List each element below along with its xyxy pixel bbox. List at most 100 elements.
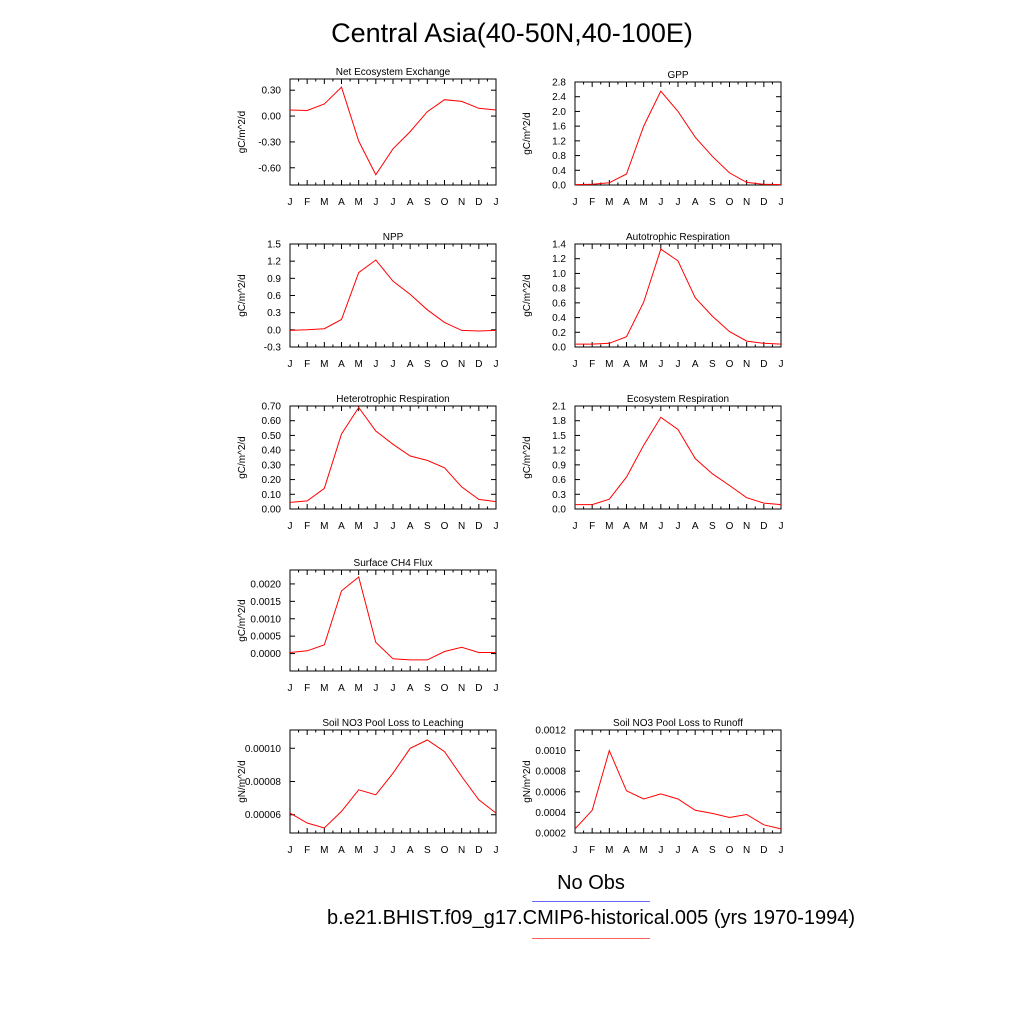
- panel-4-ytick-label: 0.2: [552, 328, 566, 339]
- panel-4-xtick-label: O: [726, 359, 734, 370]
- panel-2-xtick-label: F: [589, 197, 595, 208]
- legend-obs-line: [532, 901, 650, 902]
- panel-3-xtick-label: N: [458, 359, 465, 370]
- panel-6-ytick-label: 1.2: [552, 446, 566, 457]
- panel-4-ylabel: gC/m^2/d: [522, 274, 533, 317]
- panel-2-ylabel: gC/m^2/d: [522, 112, 533, 155]
- panel-5-ytick-label: 0.00: [262, 505, 282, 516]
- panel-2-ytick-label: 2.0: [552, 107, 566, 118]
- panel-4-xtick-label: F: [589, 359, 595, 370]
- panel-5-frame: [289, 405, 497, 510]
- panel-5-ytick-label: 0.20: [262, 475, 282, 486]
- panel-6-ytick-label: 0.3: [552, 490, 566, 501]
- panel-6-series-line: [575, 416, 782, 506]
- legend-model-label: b.e21.BHIST.f09_g17.CMIP6-historical.005…: [326, 907, 856, 929]
- panel-2-xtick-label: M: [639, 197, 647, 208]
- panel-7-ytick-label: 0.0010: [250, 614, 281, 625]
- panel-3-ytick-label: -0.3: [264, 343, 282, 354]
- legend-obs-label: No Obs: [557, 872, 625, 894]
- panel-4-xtick-label: S: [709, 359, 716, 370]
- panel-3-ytick-label: 1.5: [267, 240, 281, 251]
- panel-2-frame: [574, 81, 782, 186]
- panel-9-frame: [574, 729, 782, 834]
- panel-8-xtick-label: J: [373, 845, 378, 856]
- panel-1-xtick-label: M: [320, 197, 328, 208]
- panel-7-frame: [289, 569, 497, 672]
- panel-7-xtick-label: A: [407, 683, 414, 694]
- panel-1-title: Net Ecosystem Exchange: [336, 67, 451, 78]
- panel-4-ytick-label: 1.2: [552, 254, 566, 265]
- panel-9-xtick-label: S: [709, 845, 716, 856]
- panel-5-xtick-label: O: [441, 521, 449, 532]
- panel-8-xtick-label: F: [304, 845, 310, 856]
- panel-7-ytick-label: 0.0005: [250, 632, 281, 643]
- panel-3-title: NPP: [383, 232, 404, 243]
- panel-6-xtick-label: A: [623, 521, 630, 532]
- panel-9-xtick-label: M: [639, 845, 647, 856]
- panel-3-ytick-label: 0.0: [267, 325, 281, 336]
- panel-5-ytick-label: 0.60: [262, 416, 282, 427]
- panel-7-ytick-label: 0.0015: [250, 597, 281, 608]
- panel-6-ytick-label: 2.1: [552, 402, 566, 413]
- panel-1-ytick-label: -0.60: [258, 163, 281, 174]
- panel-2-title: GPP: [667, 70, 688, 81]
- panel-2-xtick-label: J: [658, 197, 663, 208]
- panel-3-xtick-label: J: [288, 359, 293, 370]
- panel-3-xtick-label: J: [391, 359, 396, 370]
- panel-6-xtick-label: D: [760, 521, 767, 532]
- panel-1-xtick-label: J: [494, 197, 499, 208]
- panel-5-ytick-label: 0.10: [262, 490, 282, 501]
- panel-8-ylabel: gN/m^2/d: [237, 760, 248, 803]
- panel-9-xtick-label: M: [605, 845, 613, 856]
- panel-6-ytick-label: 1.8: [552, 416, 566, 427]
- panel-4-xtick-label: M: [639, 359, 647, 370]
- panel-5-title: Heterotrophic Respiration: [336, 394, 449, 405]
- panel-5-xtick-label: A: [407, 521, 414, 532]
- panel-6-xtick-label: A: [692, 521, 699, 532]
- panel-7-series-line: [289, 576, 496, 661]
- panel-8-xtick-label: J: [288, 845, 293, 856]
- panel-9-xtick-label: F: [589, 845, 595, 856]
- panel-7-xtick-label: J: [373, 683, 378, 694]
- panel-9-xtick-label: J: [779, 845, 784, 856]
- panel-8-xtick-label: J: [391, 845, 396, 856]
- panel-4-ytick-label: 0.8: [552, 284, 566, 295]
- panel-7-xtick-label: F: [304, 683, 310, 694]
- panel-4-series-line: [575, 248, 782, 345]
- panel-2-xtick-label: N: [743, 197, 750, 208]
- panel-3-ytick-label: 0.6: [267, 291, 281, 302]
- panel-5-xtick-label: J: [494, 521, 499, 532]
- panel-9-ytick-label: 0.0006: [535, 787, 566, 798]
- panel-8-xtick-label: O: [441, 845, 449, 856]
- panel-4-ytick-label: 1.4: [552, 240, 566, 251]
- panel-5-xtick-label: D: [475, 521, 482, 532]
- panel-2-ytick-label: 2.4: [552, 92, 566, 103]
- panel-7-ytick-label: 0.0020: [250, 579, 281, 590]
- panel-2-ytick-label: 1.2: [552, 136, 566, 147]
- panel-9-xtick-label: J: [573, 845, 578, 856]
- panel-9-series-line: [574, 749, 782, 830]
- panel-3-xtick-label: M: [320, 359, 328, 370]
- panel-1-ytick-label: -0.30: [258, 137, 281, 148]
- panel-7-xtick-label: S: [424, 683, 431, 694]
- panel-8-xtick-label: J: [494, 845, 499, 856]
- panel-1-xtick-label: J: [391, 197, 396, 208]
- panel-1-xtick-label: M: [354, 197, 362, 208]
- page-title: Central Asia(40-50N,40-100E): [331, 18, 693, 48]
- panel-8-xtick-label: N: [458, 845, 465, 856]
- panel-1-xtick-label: N: [458, 197, 465, 208]
- panel-6-xtick-label: N: [743, 521, 750, 532]
- panel-6-ylabel: gC/m^2/d: [522, 436, 533, 479]
- panel-2-ytick-label: 0.8: [552, 151, 566, 162]
- panel-7-xtick-label: M: [320, 683, 328, 694]
- panel-2-series-line: [574, 90, 782, 186]
- panel-7-title: Surface CH4 Flux: [354, 558, 433, 569]
- panel-4-ytick-label: 0.4: [552, 313, 566, 324]
- panel-3-ytick-label: 0.3: [267, 308, 281, 319]
- panel-4-frame: [574, 243, 782, 348]
- panel-9-xtick-label: J: [676, 845, 681, 856]
- panel-6-xtick-label: M: [639, 521, 647, 532]
- panel-4-ytick-label: 1.0: [552, 269, 566, 280]
- panel-5-xtick-label: J: [391, 521, 396, 532]
- panel-9-ytick-label: 0.0010: [535, 746, 566, 757]
